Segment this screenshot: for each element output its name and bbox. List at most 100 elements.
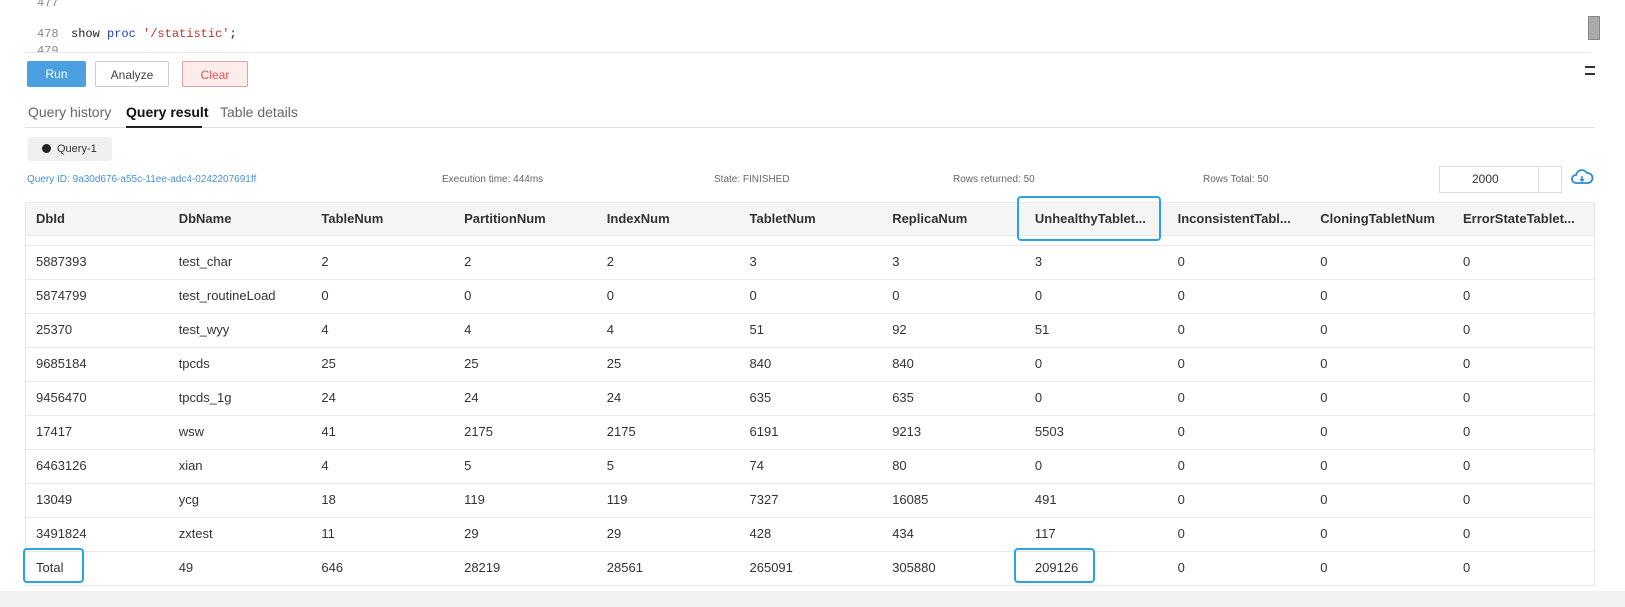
query-tag[interactable]: Query-1 (28, 137, 112, 161)
table-cell: 117 (1034, 526, 1056, 541)
tab-divider (25, 127, 1595, 128)
line-number: 478 (37, 27, 59, 41)
column-header: ErrorStateTablet... (1463, 211, 1575, 226)
table-cell: 74 (749, 458, 764, 473)
table-cell: 0 (1463, 424, 1471, 439)
table-cell: 80 (892, 458, 907, 473)
table-cell: 2 (464, 254, 472, 269)
table-cell: tpcds (178, 356, 210, 371)
table-cell: 0 (1463, 526, 1471, 541)
table-cell: 9213 (892, 424, 922, 439)
code-line: show proc '/statistic'; (71, 27, 237, 41)
collapse-icon[interactable] (1585, 66, 1595, 75)
row-divider (25, 279, 1595, 280)
table-cell: 16085 (892, 492, 929, 507)
table-cell: 428 (749, 526, 772, 541)
table-cell: test_wyy (178, 322, 230, 337)
tab[interactable]: Query result (126, 104, 209, 120)
table-cell: 4 (464, 322, 472, 337)
column-header: TabletNum (749, 211, 816, 226)
stepper[interactable] (1538, 167, 1561, 192)
execution-time: Execution time: 444ms (442, 174, 544, 185)
table-cell: 0 (1177, 560, 1185, 575)
run-button[interactable]: Run (27, 61, 86, 87)
clear-button[interactable]: Clear (182, 61, 248, 87)
row-divider (25, 483, 1595, 484)
table-cell: 4 (606, 322, 615, 337)
limit-value: 2000 (1472, 172, 1499, 186)
table-cell: test_routineLoad (178, 288, 276, 303)
table-cell: 13049 (36, 492, 73, 507)
table-cell: 25370 (36, 322, 73, 337)
table-cell: wsw (178, 424, 204, 439)
table-cell: 49 (178, 560, 194, 575)
table-cell: 2 (321, 254, 329, 269)
highlight-box (23, 548, 84, 583)
tab[interactable]: Table details (220, 104, 298, 120)
table-cell: 0 (1320, 526, 1328, 541)
code-editor[interactable]: 477 478 show proc '/statistic'; 479 (25, 0, 1590, 53)
highlight-box (1017, 196, 1161, 241)
tab-underline (126, 126, 202, 128)
table-cell: 3 (892, 254, 900, 269)
table-cell: 6463126 (36, 458, 87, 473)
table-cell: 28219 (464, 560, 501, 575)
column-header: ReplicaNum (892, 211, 968, 226)
table-cell: 0 (1177, 526, 1185, 541)
row-divider (25, 517, 1595, 518)
table-cell: 305880 (892, 560, 936, 575)
table-cell: 24 (606, 390, 622, 405)
row-divider (25, 313, 1595, 314)
table-cell: 0 (1320, 492, 1328, 507)
code-token: ; (229, 27, 237, 41)
table-cell: 119 (606, 492, 628, 507)
code-token: '/statistic' (135, 27, 230, 41)
table-cell: 3 (1034, 254, 1043, 269)
highlight-box (1014, 548, 1095, 583)
table-cell: 0 (1034, 458, 1043, 473)
table-cell: 0 (1320, 458, 1328, 473)
column-header: CloningTabletNum (1320, 211, 1435, 226)
table-cell: 4 (321, 458, 329, 473)
table-header (25, 202, 1595, 236)
table-cell: 0 (1177, 492, 1185, 507)
row-divider (25, 347, 1595, 348)
table-cell: 0 (1463, 254, 1471, 269)
scrollbar[interactable] (1588, 16, 1600, 40)
table-body (25, 236, 1595, 586)
table-cell: 28561 (606, 560, 643, 575)
table-cell: 6191 (749, 424, 779, 439)
table-cell: 5503 (1034, 424, 1064, 439)
table-cell: 0 (1320, 424, 1328, 439)
download-icon[interactable] (1570, 168, 1594, 186)
table-cell: 92 (892, 322, 907, 337)
table-cell: 0 (749, 288, 757, 303)
table-cell: 0 (1177, 458, 1185, 473)
rows-returned: Rows returned: 50 (953, 174, 1035, 185)
table-cell: 0 (606, 288, 615, 303)
analyze-button[interactable]: Analyze (95, 61, 169, 87)
limit-input[interactable]: 2000 (1439, 166, 1562, 193)
table-cell: 0 (1034, 390, 1043, 405)
query-tag-label: Query-1 (57, 143, 97, 155)
table-cell: 2 (606, 254, 615, 269)
table-cell: 7327 (749, 492, 779, 507)
query-id: Query ID: 9a30d676-a55c-11ee-adc4-024220… (27, 174, 257, 185)
table-cell: 4 (321, 322, 329, 337)
table-cell: 17417 (36, 424, 73, 439)
row-divider (25, 449, 1595, 450)
table-cell: 9456470 (36, 390, 87, 405)
column-header: InconsistentTabl... (1177, 211, 1291, 226)
table-cell: 25 (321, 356, 336, 371)
table-cell: 29 (606, 526, 622, 541)
state: State: FINISHED (714, 174, 790, 185)
arrow (1579, 176, 1585, 183)
table-cell: 5887393 (36, 254, 87, 269)
table-cell: 0 (1463, 356, 1471, 371)
table-cell: 0 (1320, 254, 1328, 269)
table-cell: 5 (464, 458, 472, 473)
tab[interactable]: Query history (28, 104, 112, 120)
table-cell: 840 (892, 356, 914, 371)
table-cell: 0 (1463, 560, 1471, 575)
